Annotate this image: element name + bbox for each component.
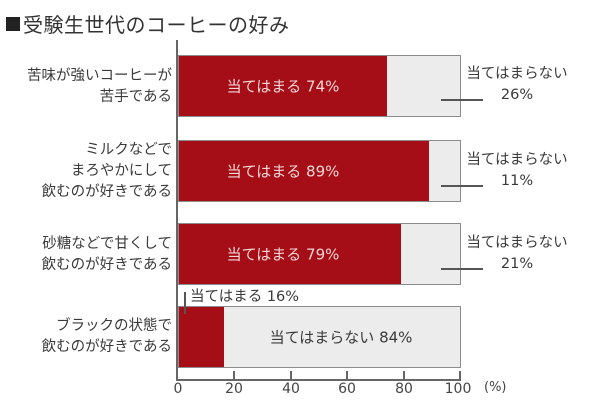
bar-row-1: 当てはまる 74% <box>178 55 461 117</box>
annotation-value: 26% <box>500 87 534 103</box>
x-tick <box>346 371 348 380</box>
square-bullet-icon <box>6 17 20 31</box>
annotation-no-1: 当てはまらない 26% <box>462 64 572 106</box>
category-line: 飲むのが好きである <box>41 339 172 355</box>
x-tick-label: 40 <box>282 381 300 397</box>
leader-line-vertical <box>184 292 186 314</box>
category-label-2: ミルクなどで まろやかにして 飲むのが好きである <box>42 140 172 203</box>
category-line: 飲むのが好きである <box>41 184 172 200</box>
x-tick-label: 0 <box>173 381 183 397</box>
bar-label-no: 当てはまらない 84% <box>269 328 413 347</box>
category-label-3: 砂糖などで甘くして 飲むのが好きである <box>42 234 172 276</box>
annotation-yes-4: 当てはまる 16% <box>190 289 300 305</box>
bar-segment-yes <box>179 141 429 201</box>
annotation-text: 当てはまらない <box>466 235 568 251</box>
x-tick <box>459 371 461 380</box>
bar-label-yes: 当てはまる 89% <box>226 162 340 181</box>
x-tick-label: 100 <box>444 381 472 397</box>
y-axis-line <box>176 40 178 380</box>
bar-row-2: 当てはまる 89% <box>178 140 461 202</box>
annotation-no-3: 当てはまらない 21% <box>462 233 572 275</box>
annotation-value: 21% <box>500 256 534 272</box>
chart-title-text: 受験生世代のコーヒーの好み <box>23 13 290 37</box>
x-axis-line <box>176 379 461 381</box>
x-tick-label: 60 <box>338 381 356 397</box>
annotation-value: 11% <box>500 173 534 189</box>
bar-label-yes: 当てはまる 74% <box>226 77 340 96</box>
bar-label-yes: 当てはまる 79% <box>226 245 340 264</box>
bar-segment-yes <box>179 224 401 284</box>
annotation-text: 当てはまらない <box>466 152 568 168</box>
bar-row-3: 当てはまる 79% <box>178 223 461 285</box>
bar-segment-yes <box>179 56 387 116</box>
category-line: 苦味が強いコーヒーが <box>27 68 172 84</box>
leader-line <box>441 99 483 101</box>
category-label-1: 苦味が強いコーヒーが 苦手である <box>27 66 172 108</box>
category-label-4: ブラックの状態で 飲むのが好きである <box>42 316 172 358</box>
x-tick <box>233 371 235 380</box>
x-tick <box>403 371 405 380</box>
category-line: 砂糖などで甘くして <box>42 236 172 252</box>
category-line: 苦手である <box>99 89 172 105</box>
x-axis-unit: (%) <box>484 380 507 395</box>
annotation-no-2: 当てはまらない 11% <box>462 150 572 192</box>
leader-line <box>441 268 483 270</box>
category-line: まろやかにして <box>70 163 172 179</box>
annotation-text: 当てはまらない <box>466 66 568 82</box>
bar-row-4: 当てはまらない 84% <box>178 306 461 368</box>
category-line: ミルクなどで <box>85 142 172 158</box>
bar-segment-yes <box>179 307 224 367</box>
category-line: 飲むのが好きである <box>41 257 172 273</box>
chart-title: 受験生世代のコーヒーの好み <box>6 9 290 38</box>
x-tick <box>290 371 292 380</box>
leader-line <box>441 185 483 187</box>
x-tick-label: 20 <box>225 381 243 397</box>
category-line: ブラックの状態で <box>56 318 172 334</box>
x-tick-label: 80 <box>395 381 413 397</box>
